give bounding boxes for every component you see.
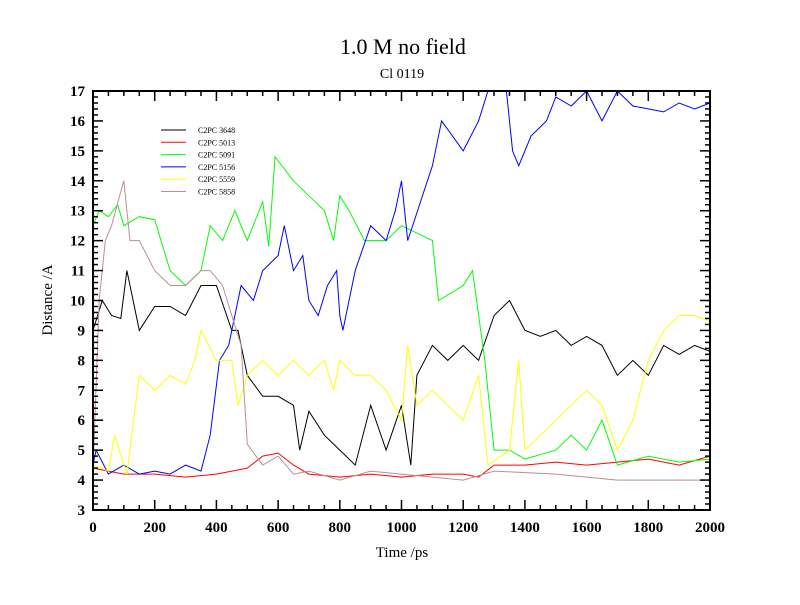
legend: C2PC 3648 C2PC 5013 C2PC 5091 C2PC 5156 C2PC… (161, 126, 235, 197)
x-tick-label: 1000 (387, 520, 417, 536)
x-tick-label: 1800 (633, 520, 663, 536)
y-tick-label: 16 (70, 114, 86, 130)
chart-subtitle: Cl 0119 (380, 67, 424, 82)
y-tick-label: 10 (70, 294, 85, 310)
series-line-5 (92, 180, 710, 481)
y-tick-label: 7 (78, 383, 86, 399)
x-tick-label: 400 (205, 520, 228, 536)
x-tick-label: 200 (143, 520, 166, 536)
series-line-4 (92, 315, 711, 475)
chart-title: 1.0 M no field (340, 34, 466, 59)
legend-label: C2PC 3648 (198, 126, 235, 135)
series-line-2 (92, 155, 711, 466)
axis-ticks: 0 200 400 600 800 1000 1200 1400 1600 1800 2000 3 4 5… (70, 84, 725, 536)
x-tick-label: 2000 (695, 520, 725, 536)
plot-frame (92, 90, 711, 511)
legend-label: C2PC 5858 (198, 188, 235, 197)
x-tick-label: 1200 (448, 520, 478, 536)
series-line-1 (92, 452, 711, 478)
y-tick-label: 14 (70, 174, 86, 190)
y-tick-label: 15 (70, 144, 85, 160)
y-tick-label: 13 (70, 204, 85, 220)
x-tick-label: 600 (267, 520, 290, 536)
x-tick-label: 1600 (572, 520, 602, 536)
series-line-0 (92, 270, 711, 467)
x-tick-label: 800 (329, 520, 352, 536)
legend-label: C2PC 5013 (198, 138, 235, 147)
legend-label: C2PC 5559 (198, 175, 235, 184)
y-tick-label: 12 (70, 234, 85, 250)
y-tick-label: 17 (70, 84, 86, 100)
y-tick-label: 4 (78, 473, 86, 489)
x-axis-label: Time /ps (376, 545, 429, 561)
y-tick-label: 6 (78, 413, 86, 429)
y-tick-label: 11 (71, 264, 85, 280)
legend-label: C2PC 5156 (198, 163, 235, 172)
y-tick-label: 5 (78, 443, 86, 459)
y-tick-label: 9 (78, 323, 86, 339)
series-line-3 (92, 90, 711, 475)
x-tick-label: 0 (89, 520, 97, 536)
y-tick-label: 8 (78, 353, 86, 369)
x-tick-label: 1400 (510, 520, 540, 536)
y-axis-label: Distance /A (40, 264, 56, 335)
series-layer (92, 90, 711, 481)
legend-label: C2PC 5091 (198, 151, 235, 160)
y-tick-label: 3 (78, 503, 86, 519)
